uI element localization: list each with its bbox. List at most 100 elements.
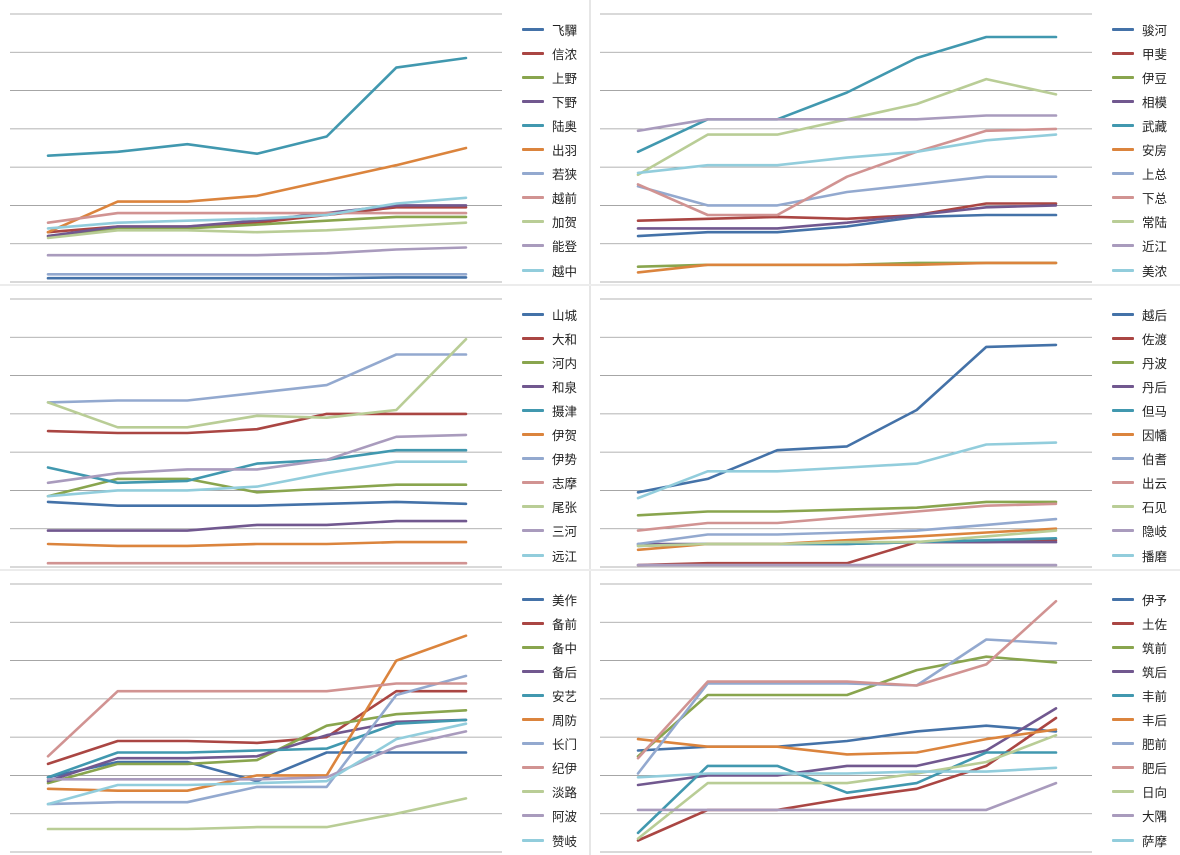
series-line-1	[46, 500, 468, 507]
legend-swatch	[522, 433, 544, 436]
legend-label: 信浓	[552, 46, 578, 62]
legend-label: 越后	[1142, 307, 1168, 323]
series-line-11	[46, 722, 468, 806]
legend-item: 伯耆	[1112, 451, 1167, 467]
series-line-5	[636, 751, 1058, 835]
series-line-5	[46, 448, 468, 485]
legend-swatch	[522, 148, 544, 151]
legend-label: 赞岐	[552, 833, 578, 849]
legend-swatch	[1112, 123, 1134, 127]
legend-label: 但马	[1142, 403, 1168, 419]
legend-item: 筑后	[1112, 663, 1167, 680]
legend-item: 长门	[522, 736, 577, 752]
legend-item: 上总	[1112, 166, 1167, 182]
legend-label: 长门	[552, 737, 578, 753]
series-line-11	[636, 766, 1058, 779]
legend-item: 远江	[522, 547, 577, 564]
series-line-9	[636, 529, 1058, 548]
legend-label: 伊贺	[552, 428, 578, 443]
legend-label: 石见	[1142, 500, 1168, 516]
chart-panel-3: 山城 大和 河内 和泉 摄津 伊贺 伊势 志摩 尾张 三河 远江	[0, 285, 590, 570]
legend-label: 淡路	[552, 785, 578, 801]
legend-item: 丰后	[1112, 712, 1167, 728]
series-line-8	[46, 682, 468, 758]
legend-label: 相模	[1142, 94, 1168, 110]
legend-swatch	[522, 27, 544, 31]
legend-label: 伊予	[1142, 592, 1168, 608]
legend-item: 丹后	[1112, 378, 1168, 395]
legend-label: 甲斐	[1142, 46, 1168, 62]
legend-item: 但马	[1112, 402, 1168, 419]
series-line-4	[46, 718, 468, 783]
legend-item: 美浓	[1112, 262, 1168, 279]
legend-item: 肥后	[1112, 760, 1167, 776]
legend-swatch	[522, 718, 544, 721]
legend-label: 肥后	[1142, 761, 1168, 777]
legend-item: 大隅	[1112, 808, 1167, 824]
series-line-2	[46, 412, 468, 435]
legend-item: 相模	[1112, 93, 1168, 110]
legend-swatch	[522, 505, 544, 509]
chart-4-plot	[600, 298, 1092, 568]
legend-item: 萨摩	[1112, 832, 1167, 849]
legend-swatch	[522, 123, 544, 127]
legend-swatch	[1112, 838, 1134, 842]
legend-label: 佐渡	[1142, 331, 1168, 347]
legend-label: 丹后	[1142, 379, 1168, 395]
legend-item: 伊贺	[522, 427, 577, 443]
legend-label: 备前	[552, 616, 578, 632]
legend-label: 阿波	[552, 809, 578, 825]
legend-label: 骏河	[1142, 22, 1168, 38]
legend-item: 若狭	[522, 166, 577, 182]
legend-label: 日向	[1142, 785, 1168, 801]
series-line-3	[636, 500, 1058, 517]
series-line-3	[46, 215, 468, 238]
legend-item: 下总	[1112, 190, 1167, 206]
series-line-5	[636, 35, 1058, 154]
legend-item: 备中	[522, 639, 577, 656]
legend-label: 出云	[1142, 476, 1168, 492]
legend-swatch	[522, 312, 544, 316]
legend-swatch	[522, 790, 544, 794]
series-line-9	[46, 797, 468, 831]
series-line-2	[636, 202, 1058, 222]
series-line-2	[46, 689, 468, 766]
series-line-9	[46, 337, 468, 429]
legend-label: 飞驒	[552, 22, 578, 38]
legend-swatch	[1112, 669, 1134, 673]
legend-swatch	[522, 529, 544, 533]
legend-item: 安艺	[522, 687, 577, 704]
series-line-8	[636, 599, 1058, 760]
chart-panel-2: 骏河 甲斐 伊豆 相模 武藏 安房 上总 下总 常陆 近江 美浓	[590, 0, 1180, 285]
chart-panel-6: 伊予 土佐 筑前 筑后 丰前 丰后 肥前 肥后 日向 大隅 萨摩	[590, 570, 1180, 855]
legend-swatch	[522, 481, 544, 485]
legend-item: 甲斐	[1112, 45, 1168, 62]
legend-label: 土佐	[1142, 616, 1168, 632]
legend-label: 因幡	[1142, 428, 1168, 443]
series-line-4	[46, 519, 468, 532]
legend-swatch	[522, 814, 544, 818]
legend-label: 美浓	[1142, 263, 1168, 279]
legend-swatch	[1112, 553, 1134, 557]
legend-swatch	[1112, 718, 1134, 721]
legend-item: 骏河	[1112, 21, 1168, 38]
legend-item: 纪伊	[522, 760, 577, 776]
legend-item: 筑前	[1112, 639, 1167, 656]
legend-item: 上野	[522, 69, 577, 86]
series-line-10	[636, 114, 1058, 133]
legend-label: 丹波	[1142, 355, 1168, 371]
legend-label: 备后	[552, 664, 578, 680]
series-line-9	[636, 733, 1058, 840]
legend-label: 陆奥	[552, 118, 578, 134]
series-line-3	[636, 655, 1058, 758]
chart-2-plot	[600, 13, 1092, 283]
legend-swatch	[1112, 312, 1134, 316]
series-line-6	[636, 728, 1058, 756]
series-line-4	[636, 204, 1058, 230]
legend-item: 武藏	[1112, 117, 1167, 134]
legend-swatch	[522, 742, 544, 746]
legend-swatch	[1112, 244, 1134, 248]
legend-item: 石见	[1112, 499, 1167, 515]
legend-swatch	[522, 99, 544, 103]
legend-item: 出羽	[522, 142, 577, 158]
